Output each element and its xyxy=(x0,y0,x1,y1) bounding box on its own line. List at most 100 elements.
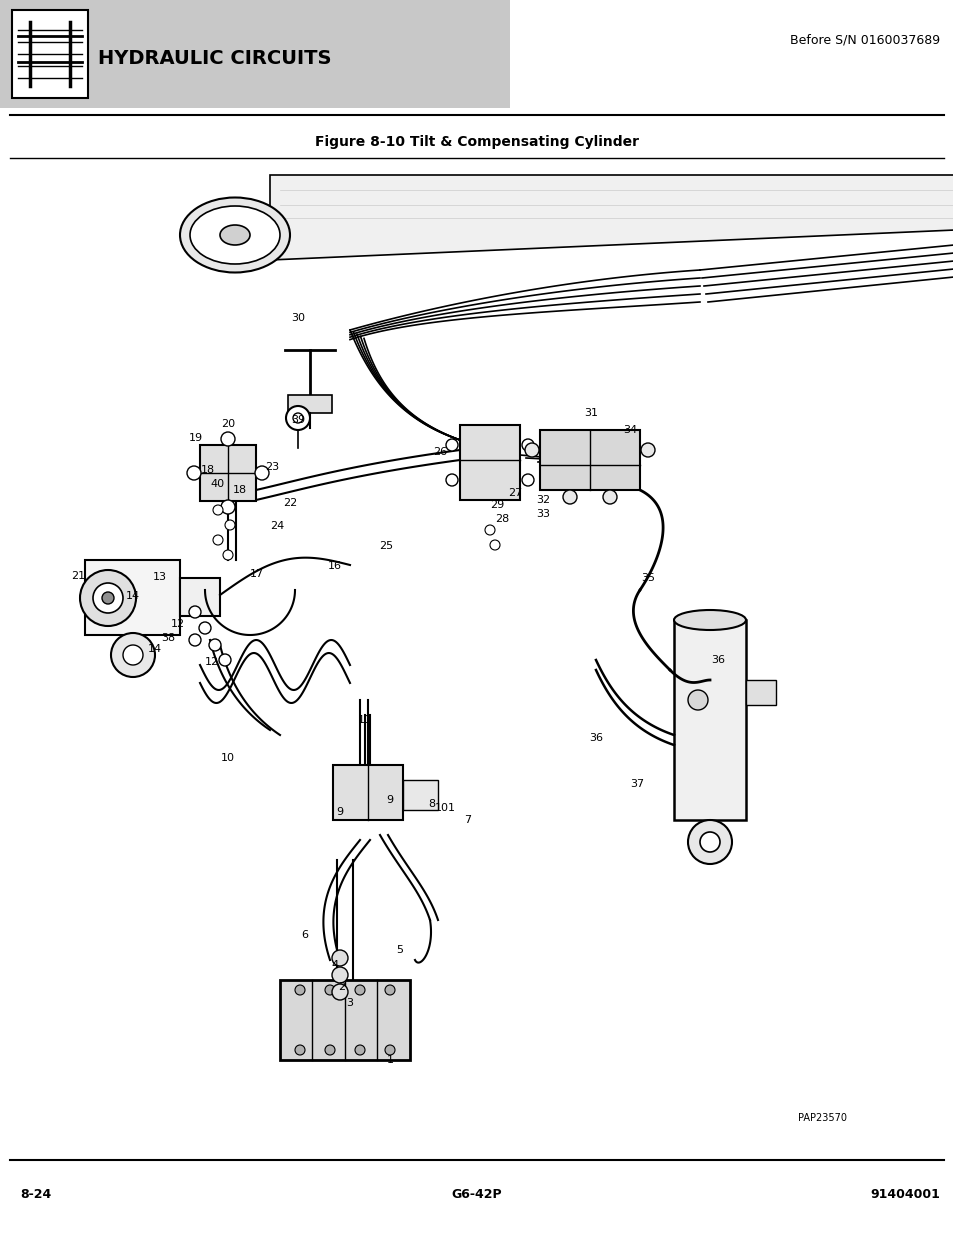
Circle shape xyxy=(332,950,348,966)
Bar xyxy=(333,764,402,820)
Bar xyxy=(288,395,332,412)
Text: 5: 5 xyxy=(396,945,403,955)
Circle shape xyxy=(385,986,395,995)
Bar xyxy=(459,425,519,500)
Text: 38: 38 xyxy=(161,634,175,643)
Circle shape xyxy=(490,540,499,550)
Text: 101: 101 xyxy=(434,803,455,813)
Text: 9: 9 xyxy=(336,806,343,818)
Ellipse shape xyxy=(220,225,250,245)
Text: 34: 34 xyxy=(622,425,637,435)
Text: 26: 26 xyxy=(433,447,447,457)
Text: G6-42P: G6-42P xyxy=(451,1188,502,1202)
Circle shape xyxy=(111,634,154,677)
Text: 29: 29 xyxy=(489,500,503,510)
Text: 14: 14 xyxy=(148,643,162,655)
Circle shape xyxy=(355,1045,365,1055)
Circle shape xyxy=(484,525,495,535)
Circle shape xyxy=(325,1045,335,1055)
Text: 8: 8 xyxy=(428,799,436,809)
Text: 32: 32 xyxy=(536,495,550,505)
Bar xyxy=(180,578,220,616)
Circle shape xyxy=(225,520,234,530)
Circle shape xyxy=(189,606,201,618)
Text: 36: 36 xyxy=(588,734,602,743)
Circle shape xyxy=(123,645,143,664)
Text: 35: 35 xyxy=(640,573,655,583)
Circle shape xyxy=(385,1045,395,1055)
Bar xyxy=(12,10,88,98)
Text: 2: 2 xyxy=(338,982,345,992)
Text: 16: 16 xyxy=(328,561,341,571)
Text: 12: 12 xyxy=(171,619,185,629)
Circle shape xyxy=(102,592,113,604)
Polygon shape xyxy=(270,175,953,261)
Text: Before S/N 0160037689: Before S/N 0160037689 xyxy=(789,33,939,47)
Circle shape xyxy=(209,638,221,651)
Text: 13: 13 xyxy=(152,572,167,582)
Text: 22: 22 xyxy=(283,498,296,508)
Text: 11: 11 xyxy=(357,715,372,725)
Circle shape xyxy=(294,1045,305,1055)
Circle shape xyxy=(640,443,655,457)
Circle shape xyxy=(213,505,223,515)
Circle shape xyxy=(80,571,136,626)
Text: 40: 40 xyxy=(211,479,225,489)
Text: 19: 19 xyxy=(189,433,203,443)
Text: 25: 25 xyxy=(378,541,393,551)
Text: Figure 8-10 Tilt & Compensating Cylinder: Figure 8-10 Tilt & Compensating Cylinder xyxy=(314,135,639,149)
Circle shape xyxy=(602,490,617,504)
Text: 21: 21 xyxy=(71,571,85,580)
Text: 9: 9 xyxy=(386,795,394,805)
Text: HYDRAULIC CIRCUITS: HYDRAULIC CIRCUITS xyxy=(98,48,331,68)
Text: 18: 18 xyxy=(201,466,214,475)
Circle shape xyxy=(524,443,538,457)
Bar xyxy=(85,559,180,635)
Text: 23: 23 xyxy=(265,462,279,472)
Ellipse shape xyxy=(190,206,280,264)
Bar xyxy=(402,781,437,810)
Bar xyxy=(539,430,639,490)
Circle shape xyxy=(687,690,707,710)
Circle shape xyxy=(92,583,123,613)
Circle shape xyxy=(332,984,348,1000)
Circle shape xyxy=(286,406,310,430)
Text: 24: 24 xyxy=(270,521,284,531)
Bar xyxy=(673,620,745,820)
Text: 1: 1 xyxy=(386,1055,393,1065)
Circle shape xyxy=(213,535,223,545)
Circle shape xyxy=(187,466,201,480)
Text: 18: 18 xyxy=(233,485,247,495)
Circle shape xyxy=(293,412,303,424)
Circle shape xyxy=(332,967,348,983)
Circle shape xyxy=(189,634,201,646)
Text: 28: 28 xyxy=(495,514,509,524)
Text: 10: 10 xyxy=(221,753,234,763)
Circle shape xyxy=(521,474,534,487)
Bar xyxy=(0,0,510,107)
Text: 17: 17 xyxy=(250,569,264,579)
Text: 8-24: 8-24 xyxy=(20,1188,51,1202)
Text: 91404001: 91404001 xyxy=(869,1188,939,1202)
Text: 7: 7 xyxy=(464,815,471,825)
Circle shape xyxy=(223,550,233,559)
Bar xyxy=(280,981,410,1060)
Circle shape xyxy=(294,986,305,995)
Circle shape xyxy=(254,466,269,480)
Text: 36: 36 xyxy=(710,655,724,664)
Text: PAP23570: PAP23570 xyxy=(797,1113,846,1123)
Text: 33: 33 xyxy=(536,509,550,519)
Circle shape xyxy=(325,986,335,995)
Circle shape xyxy=(355,986,365,995)
Bar xyxy=(200,445,255,501)
Ellipse shape xyxy=(180,198,290,273)
Text: 31: 31 xyxy=(583,408,598,417)
Bar xyxy=(745,680,775,705)
Circle shape xyxy=(521,438,534,451)
Circle shape xyxy=(199,622,211,634)
Text: 20: 20 xyxy=(221,419,234,429)
Text: 37: 37 xyxy=(629,779,643,789)
Ellipse shape xyxy=(673,610,745,630)
Text: 14: 14 xyxy=(126,592,140,601)
Circle shape xyxy=(219,655,231,666)
